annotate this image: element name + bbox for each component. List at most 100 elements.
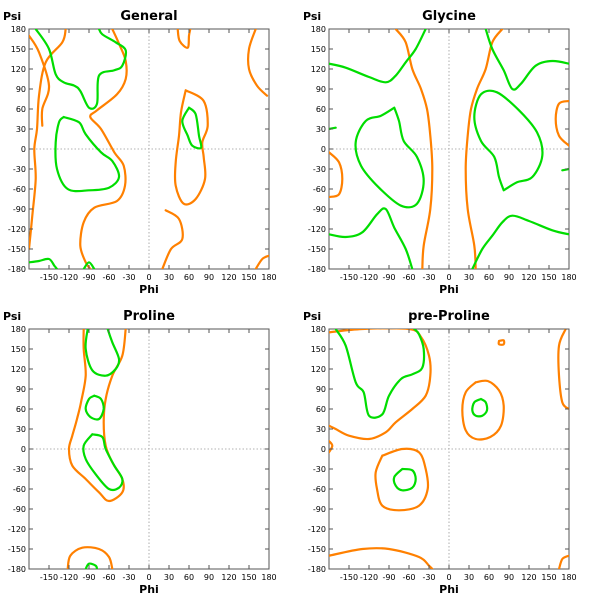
x-tick-label: 150: [541, 573, 556, 582]
y-tick-label: 60: [316, 105, 326, 114]
y-tick-label: -60: [313, 185, 326, 194]
contour-allowed-2: [329, 439, 334, 454]
contour-allowed-2: [66, 546, 114, 569]
y-tick-label: -30: [313, 465, 326, 474]
y-tick-label: 120: [311, 65, 326, 74]
x-tick-label: 60: [484, 273, 494, 282]
y-tick-label: 120: [11, 65, 26, 74]
y-tick-label: 90: [16, 385, 26, 394]
y-tick-label: -90: [313, 505, 326, 514]
x-tick-label: -60: [402, 273, 415, 282]
y-tick-label: -120: [8, 525, 26, 534]
contour-allowed-1: [29, 29, 67, 251]
x-tick-label: -120: [360, 573, 378, 582]
x-tick-label: 120: [521, 573, 536, 582]
y-tick-label: -180: [308, 565, 326, 574]
y-tick-label: -90: [313, 205, 326, 214]
y-axis-label: Psi: [3, 310, 21, 323]
x-tick-label: 180: [261, 273, 276, 282]
contour-group: [329, 329, 569, 569]
x-tick-label: -30: [422, 273, 435, 282]
contour-allowed-5: [497, 339, 506, 346]
y-tick-label: -30: [13, 465, 26, 474]
x-tick-label: -120: [60, 573, 78, 582]
y-tick-label: -120: [308, 225, 326, 234]
y-tick-label: -120: [308, 525, 326, 534]
y-tick-label: 30: [16, 425, 26, 434]
y-tick-label: -180: [8, 565, 26, 574]
x-tick-label: -150: [40, 273, 58, 282]
contour-allowed-6: [173, 89, 209, 206]
x-tick-label: 0: [446, 273, 451, 282]
panel-3: -150 -120 -90 -60 -30 0 30 60 90 120 150 180-180-15…: [3, 309, 277, 596]
y-tick-label: 180: [311, 325, 326, 334]
contour-favored-4: [473, 89, 544, 192]
y-tick-label: 0: [321, 145, 326, 154]
x-tick-label: 150: [241, 273, 256, 282]
x-tick-label: 180: [261, 573, 276, 582]
x-tick-label: 90: [504, 573, 514, 582]
contour-allowed-6: [374, 447, 430, 512]
y-tick-label: -120: [8, 225, 26, 234]
x-axis-label: Phi: [439, 283, 459, 296]
x-tick-label: 180: [561, 573, 576, 582]
y-tick-label: 90: [316, 85, 326, 94]
contour-favored-4: [84, 562, 99, 569]
panel-1: -150 -120 -90 -60 -30 0 30 60 90 120 150 180-180-15…: [3, 9, 277, 296]
y-tick-label: 120: [11, 365, 26, 374]
y-tick-label: -30: [313, 165, 326, 174]
x-tick-label: 30: [464, 273, 474, 282]
y-tick-label: 120: [311, 365, 326, 374]
y-tick-label: -90: [13, 205, 26, 214]
x-tick-label: 0: [146, 573, 151, 582]
contour-allowed-3: [29, 34, 51, 127]
x-tick-label: -120: [60, 273, 78, 282]
x-tick-label: -90: [82, 273, 95, 282]
contour-favored-1: [334, 329, 426, 419]
x-tick-label: -30: [122, 273, 135, 282]
y-tick-label: 0: [21, 445, 26, 454]
x-tick-label: -60: [102, 273, 115, 282]
y-tick-label: 150: [311, 345, 326, 354]
x-tick-label: 30: [164, 573, 174, 582]
y-tick-label: -150: [308, 545, 326, 554]
contour-favored-4: [82, 261, 96, 269]
y-axis-label: Psi: [303, 10, 321, 23]
y-tick-label: 60: [16, 105, 26, 114]
panel-2: -150 -120 -90 -60 -30 0 30 60 90 120 150 180-180-15…: [303, 9, 577, 296]
y-tick-label: -90: [13, 505, 26, 514]
y-tick-label: 180: [11, 325, 26, 334]
contour-favored-1: [84, 329, 121, 377]
x-tick-label: 180: [561, 273, 576, 282]
y-axis-label: Psi: [303, 310, 321, 323]
x-axis-label: Phi: [439, 583, 459, 596]
y-tick-label: 180: [311, 25, 326, 34]
x-tick-label: -90: [82, 573, 95, 582]
x-tick-label: -120: [360, 273, 378, 282]
x-tick-label: 120: [221, 573, 236, 582]
contour-favored-1: [34, 29, 128, 110]
x-axis-label: Phi: [139, 283, 159, 296]
y-tick-label: -60: [13, 185, 26, 194]
y-tick-label: -60: [13, 485, 26, 494]
x-tick-label: 60: [484, 573, 494, 582]
y-tick-label: 30: [316, 125, 326, 134]
y-tick-label: 60: [316, 405, 326, 414]
x-tick-label: -60: [402, 573, 415, 582]
contour-allowed-1: [67, 329, 127, 503]
x-tick-label: 30: [464, 573, 474, 582]
x-tick-label: -150: [340, 273, 358, 282]
x-tick-label: 120: [521, 273, 536, 282]
y-axis-label: Psi: [3, 10, 21, 23]
y-tick-label: -150: [8, 245, 26, 254]
contour-allowed-2: [79, 29, 128, 269]
x-tick-label: 0: [446, 573, 451, 582]
contour-favored-2: [54, 115, 121, 193]
y-tick-label: 0: [21, 145, 26, 154]
y-tick-label: 0: [321, 445, 326, 454]
x-tick-label: 30: [164, 273, 174, 282]
contour-group: [29, 29, 269, 269]
y-tick-label: 90: [16, 85, 26, 94]
